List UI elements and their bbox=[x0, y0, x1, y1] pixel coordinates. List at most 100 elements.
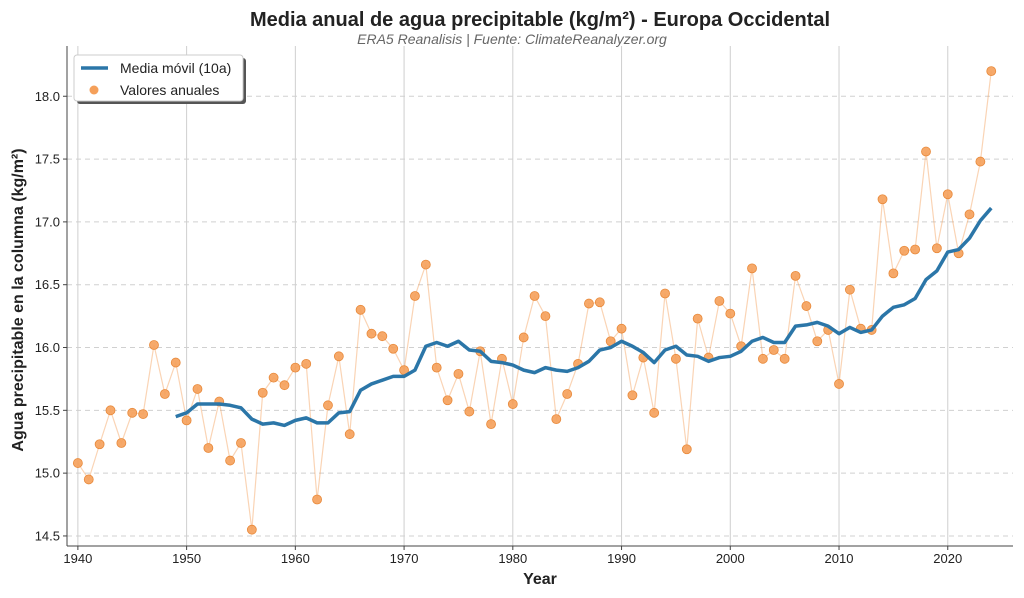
annual-value-point bbox=[486, 419, 496, 430]
annual-value-point bbox=[83, 474, 94, 485]
x-tick-labels: 1940 1950 1960 1970 1980 1990 2000 2010 2020 bbox=[63, 546, 962, 566]
y-tick-label: 16.0 bbox=[35, 340, 60, 355]
annual-value-point bbox=[257, 387, 268, 398]
annual-value-point bbox=[801, 301, 812, 311]
y-axis-label: Agua precipitable en la columna (kg/m²) bbox=[10, 148, 27, 451]
legend-marker-swatch bbox=[89, 85, 99, 95]
annual-value-point bbox=[518, 332, 529, 343]
x-tick-label: 2010 bbox=[825, 551, 854, 566]
annual-value-point bbox=[116, 438, 127, 448]
annual-value-point bbox=[921, 146, 931, 157]
annual-value-point bbox=[714, 296, 725, 306]
annual-value-point bbox=[671, 353, 681, 364]
annual-value-point bbox=[181, 415, 192, 426]
annual-value-point bbox=[159, 389, 170, 399]
annual-value-point bbox=[562, 389, 573, 399]
x-tick-label: 1960 bbox=[281, 551, 310, 566]
annual-value-point bbox=[899, 245, 910, 256]
y-tick-label: 17.0 bbox=[35, 214, 60, 229]
annual-value-point bbox=[149, 340, 159, 350]
annual-value-point bbox=[420, 259, 431, 270]
annual-value-point bbox=[312, 494, 322, 505]
annual-value-point bbox=[225, 455, 236, 466]
annual-value-point bbox=[910, 244, 921, 255]
annual-value-point bbox=[616, 323, 627, 334]
annual-value-point bbox=[649, 407, 660, 418]
y-tick-label: 15.0 bbox=[35, 466, 60, 481]
annual-value-point bbox=[246, 524, 257, 535]
legend-label-moving-average: Media móvil (10a) bbox=[120, 60, 231, 76]
y-tick-label: 15.5 bbox=[35, 403, 60, 418]
series-moving-average bbox=[175, 206, 993, 428]
annual-value-point bbox=[236, 438, 246, 448]
annual-value-point bbox=[323, 400, 333, 411]
annual-value-point bbox=[975, 156, 986, 167]
legend-box bbox=[73, 54, 244, 102]
annual-value-point bbox=[279, 380, 290, 391]
annual-value-point bbox=[584, 298, 594, 309]
y-tick-label: 14.5 bbox=[35, 528, 60, 543]
y-tick-labels: 14.5 15.0 15.5 16.0 16.5 17.0 17.5 18.0 bbox=[35, 89, 67, 543]
moving-average-line bbox=[175, 206, 993, 428]
x-tick-label: 1980 bbox=[498, 551, 527, 566]
x-tick-label: 2000 bbox=[716, 551, 745, 566]
annual-value-point bbox=[203, 443, 214, 453]
annual-value-point bbox=[410, 291, 420, 301]
annual-value-point bbox=[844, 284, 855, 295]
x-tick-label: 1950 bbox=[172, 551, 201, 566]
y-tick-label: 18.0 bbox=[35, 89, 60, 104]
annual-value-point bbox=[529, 291, 540, 301]
series-annual-values bbox=[72, 66, 997, 535]
annual-value-point bbox=[681, 444, 692, 455]
annual-value-point bbox=[758, 353, 768, 364]
y-tick-label: 16.5 bbox=[35, 277, 60, 292]
x-tick-label: 1940 bbox=[63, 551, 92, 566]
annual-value-point bbox=[301, 358, 312, 369]
annual-value-point bbox=[268, 372, 279, 383]
annual-value-point bbox=[931, 243, 942, 254]
annual-value-point bbox=[170, 357, 181, 368]
annual-value-point bbox=[192, 384, 203, 394]
x-tick-label: 1990 bbox=[607, 551, 636, 566]
annual-value-point bbox=[834, 379, 844, 389]
annual-value-point bbox=[388, 343, 399, 354]
annual-value-point bbox=[355, 304, 366, 315]
annual-value-point bbox=[812, 336, 823, 347]
annual-value-point bbox=[464, 406, 475, 417]
annual-value-point bbox=[377, 331, 388, 342]
annual-value-point bbox=[442, 395, 453, 406]
annual-value-point bbox=[888, 268, 899, 279]
annual-value-point bbox=[986, 66, 997, 77]
annual-value-point bbox=[964, 209, 975, 220]
annual-value-point bbox=[594, 297, 605, 308]
chart-title: Media anual de agua precipitable (kg/m²)… bbox=[250, 9, 830, 31]
annual-value-point bbox=[507, 399, 518, 409]
y-tick-label: 17.5 bbox=[35, 152, 60, 167]
annual-value-point bbox=[942, 189, 953, 200]
annual-value-point bbox=[692, 313, 703, 324]
x-tick-label: 2020 bbox=[933, 551, 962, 566]
annual-value-point bbox=[627, 390, 638, 401]
annual-value-point bbox=[333, 351, 344, 362]
annual-value-point bbox=[779, 353, 790, 364]
annual-value-point bbox=[551, 414, 562, 425]
annual-value-point bbox=[344, 429, 355, 440]
annual-value-point bbox=[768, 345, 779, 355]
annual-value-point bbox=[105, 405, 116, 416]
annual-value-point bbox=[747, 263, 757, 274]
annual-value-point bbox=[290, 362, 301, 373]
annual-value-point bbox=[138, 409, 149, 419]
annual-value-point bbox=[72, 458, 83, 468]
grid bbox=[67, 46, 1013, 546]
annual-value-point bbox=[790, 270, 801, 281]
annual-value-point bbox=[431, 362, 442, 373]
x-tick-label: 1970 bbox=[390, 551, 419, 566]
annual-value-point bbox=[725, 308, 736, 319]
annual-value-point bbox=[877, 194, 888, 205]
annual-value-point bbox=[453, 368, 464, 379]
annual-value-point bbox=[540, 311, 551, 322]
legend: Media móvil (10a) Valores anuales bbox=[73, 54, 246, 104]
annual-value-point bbox=[366, 328, 377, 339]
annual-value-point bbox=[660, 288, 670, 299]
